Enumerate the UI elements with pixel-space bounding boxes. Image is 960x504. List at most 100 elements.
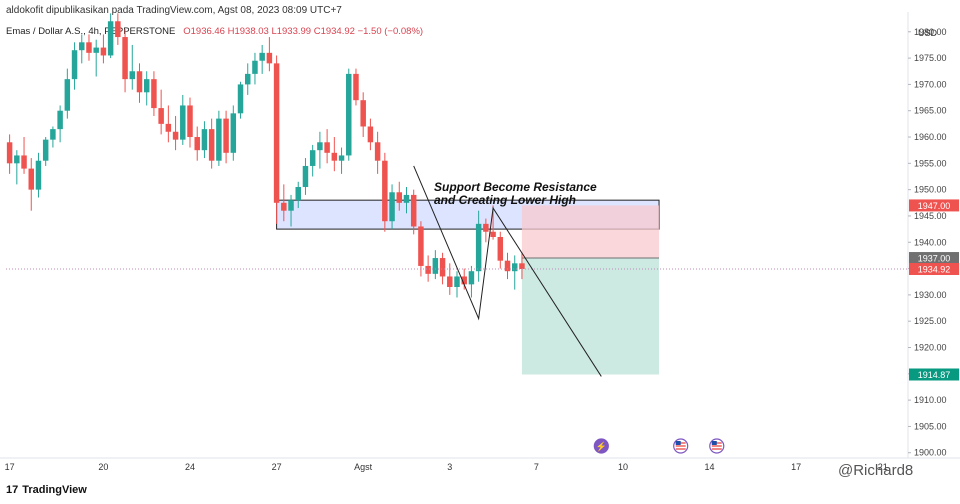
y-tick-label: 1900.00 (914, 448, 947, 458)
price-label-box (909, 199, 959, 212)
change-value: −1.50 (−0.08%) (357, 26, 424, 37)
candle-body (410, 194, 417, 227)
candle-body (447, 276, 453, 287)
x-tick-label: 10 (618, 462, 628, 472)
take-profit-area (521, 258, 660, 375)
close-value: C1934.92 (313, 26, 355, 37)
candle-body (237, 84, 244, 114)
us-flag-event-icon[interactable] (709, 438, 725, 454)
candle-body (136, 71, 143, 93)
candle-body (151, 79, 157, 109)
symbol-name[interactable]: Emas / Dollar A.S., 4h, PEPPERSTONE (6, 26, 176, 37)
flag-canton (711, 441, 717, 445)
tradingview-brand[interactable]: 17 TradingView (6, 484, 87, 496)
price-label-box (909, 262, 959, 275)
symbol-legend: Emas / Dollar A.S., 4h, PEPPERSTONE O193… (6, 26, 423, 37)
candle-body (475, 223, 482, 272)
candle-body (143, 79, 150, 93)
currency-label: USD (918, 28, 938, 38)
candle-body (57, 110, 63, 130)
candle-body (244, 73, 251, 85)
candle-body (14, 155, 20, 164)
x-tick-label: 14 (705, 462, 715, 472)
candle-body (187, 105, 193, 138)
x-tick-label: 17 (791, 462, 801, 472)
y-tick-label: 1945.00 (914, 211, 947, 221)
us-flag-event-icon[interactable] (673, 438, 689, 454)
author-watermark: @Richard8 (838, 462, 914, 479)
y-tick-label: 1975.00 (914, 53, 947, 63)
candle-body (454, 276, 460, 287)
candle-body (208, 129, 215, 161)
x-tick-label: 21 (878, 462, 888, 472)
annotation-line1: Support Become Resistance (434, 180, 597, 194)
y-tick-label: 1960.00 (914, 132, 947, 142)
candle-body (382, 160, 388, 222)
candle-body (374, 142, 381, 161)
candle-body (172, 131, 179, 140)
high-value: H1938.03 (227, 26, 269, 37)
x-tick-label: 3 (447, 462, 452, 472)
candle-body (519, 263, 525, 269)
candle-body (425, 265, 431, 274)
x-tick-label: 24 (185, 462, 195, 472)
stop-loss-area (521, 205, 660, 259)
price-label-text: 1937.00 (918, 254, 951, 264)
flag-canton (675, 441, 681, 445)
event-circle (593, 438, 609, 454)
candle-body (180, 105, 186, 140)
candle-body (317, 142, 323, 151)
candle-body (295, 187, 301, 201)
y-tick-label: 1920.00 (914, 343, 947, 353)
candle-body (252, 60, 258, 74)
lightning-event-icon[interactable]: ⚡ (593, 438, 609, 454)
y-tick-label: 1910.00 (914, 395, 947, 405)
candle-body (360, 100, 366, 127)
price-label-box (909, 252, 959, 265)
candle-body (122, 37, 128, 80)
candle-body (194, 137, 200, 151)
candle-body (302, 165, 309, 188)
y-tick-label: 1905.00 (914, 421, 947, 431)
price-label-text: 1947.00 (918, 201, 951, 211)
candle-body (490, 231, 496, 237)
drawn-trend-path (413, 165, 602, 377)
candle-body (93, 47, 99, 53)
price-label-text: 1914.87 (918, 370, 951, 380)
price-label-box (909, 368, 959, 381)
candle-body (201, 129, 208, 151)
candle-body (281, 202, 287, 211)
open-value: O1936.46 (183, 26, 225, 37)
candle-body (331, 152, 338, 161)
x-tick-label: 7 (534, 462, 539, 472)
candle-body (79, 42, 85, 51)
y-tick-label: 1940.00 (914, 237, 947, 247)
events-layer: ⚡ (593, 438, 725, 454)
candle-body (389, 192, 395, 222)
candle-body (418, 226, 424, 266)
axis-layer: 1900.001905.001910.001915.001920.001925.… (0, 12, 960, 472)
candle-body (71, 50, 78, 80)
candle-body (461, 276, 467, 285)
x-tick-label: Agst (354, 462, 373, 472)
candle-body (223, 118, 229, 153)
candle-body (35, 160, 42, 190)
y-tick-label: 1950.00 (914, 185, 947, 195)
annotation-line2: and Creating Lower High (434, 193, 576, 207)
candle-body (100, 47, 107, 56)
x-tick-label: 27 (272, 462, 282, 472)
y-tick-label: 1925.00 (914, 316, 947, 326)
candle-body (497, 237, 504, 261)
candle-body (353, 73, 359, 101)
y-tick-label: 1965.00 (914, 106, 947, 116)
y-tick-label: 1955.00 (914, 158, 947, 168)
position-layer (521, 205, 660, 375)
y-tick-label: 1930.00 (914, 290, 947, 300)
candle-body (396, 192, 403, 203)
candle-body (367, 126, 374, 143)
candle-body (346, 73, 352, 156)
candle-body (403, 194, 410, 203)
candle-body (158, 108, 164, 124)
